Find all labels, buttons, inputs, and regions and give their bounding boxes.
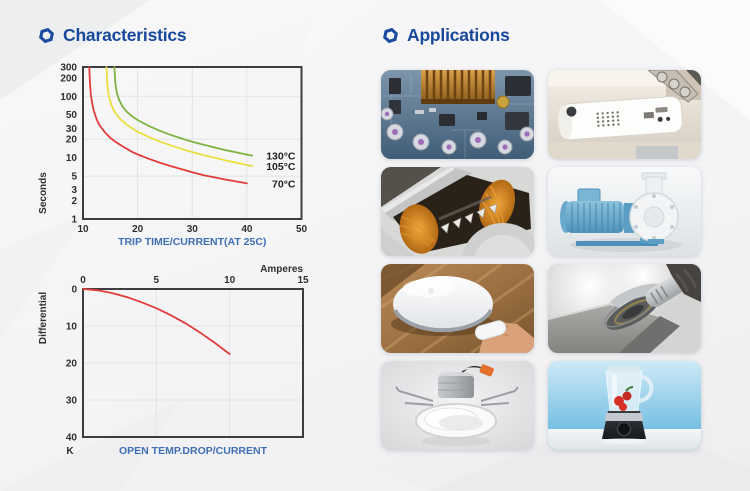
svg-text:10: 10	[77, 224, 89, 235]
svg-text:105°C: 105°C	[266, 161, 296, 173]
robot-cleaner-illustration	[381, 264, 534, 353]
svg-text:130°C: 130°C	[266, 151, 296, 163]
svg-text:40: 40	[66, 433, 78, 444]
angle-grinder-illustration	[548, 264, 701, 353]
app-photo-blender	[548, 361, 701, 450]
motor-winding-illustration	[381, 167, 534, 256]
applications-header: Applications	[382, 24, 510, 46]
water-pump-illustration	[548, 167, 701, 256]
svg-text:50: 50	[66, 110, 78, 121]
svg-text:30: 30	[187, 224, 199, 235]
svg-text:5: 5	[154, 275, 160, 286]
svg-text:300: 300	[60, 63, 77, 74]
projector-illustration	[548, 70, 701, 159]
svg-text:Seconds: Seconds	[38, 172, 49, 214]
svg-text:0: 0	[71, 285, 77, 296]
svg-text:15: 15	[297, 275, 309, 286]
svg-text:200: 200	[60, 73, 77, 84]
svg-text:1: 1	[71, 215, 77, 226]
temp-drop-chart: 0 5 10 15 0 10 20 30 40 Amperes K OPEN TEMP.DROP/CU…	[38, 264, 309, 457]
app-photo-circuit-board	[381, 70, 534, 159]
svg-text:Differential: Differential	[38, 292, 49, 344]
hexagon-nut-icon	[383, 27, 398, 43]
svg-text:50: 50	[296, 224, 308, 235]
applications-title: Applications	[407, 24, 510, 45]
hexagon-nut-icon	[39, 27, 54, 43]
svg-text:30: 30	[66, 124, 78, 135]
svg-text:TRIP TIME/CURRENT(AT 25C): TRIP TIME/CURRENT(AT 25C)	[118, 236, 266, 248]
characteristics-header: Characteristics	[38, 24, 187, 46]
app-photo-projector	[548, 70, 701, 159]
app-photo-motor-winding	[381, 167, 534, 256]
svg-text:10: 10	[66, 153, 78, 164]
blender-illustration	[548, 361, 701, 450]
characteristics-title: Characteristics	[63, 24, 187, 45]
svg-text:100: 100	[60, 92, 77, 103]
svg-text:10: 10	[66, 322, 78, 333]
svg-text:70°C: 70°C	[272, 178, 296, 190]
svg-text:20: 20	[66, 359, 78, 370]
app-photo-robot-cleaner	[381, 264, 534, 353]
svg-text:10: 10	[224, 275, 236, 286]
applications-grid	[381, 70, 701, 450]
svg-text:2: 2	[71, 196, 77, 207]
app-photo-led-downlight	[381, 361, 534, 450]
app-photo-angle-grinder	[548, 264, 701, 353]
svg-text:30: 30	[66, 396, 78, 407]
app-photo-water-pump	[548, 167, 701, 256]
svg-text:OPEN TEMP.DROP/CURRENT: OPEN TEMP.DROP/CURRENT	[119, 445, 268, 457]
svg-text:Amperes: Amperes	[260, 264, 303, 275]
led-downlight-illustration	[381, 361, 534, 450]
svg-text:K: K	[66, 446, 74, 457]
svg-text:40: 40	[241, 224, 253, 235]
circuit-board-illustration	[381, 70, 534, 159]
svg-text:5: 5	[71, 172, 77, 183]
svg-text:20: 20	[66, 135, 78, 146]
svg-text:3: 3	[71, 185, 77, 196]
svg-text:20: 20	[132, 224, 144, 235]
svg-text:0: 0	[80, 275, 86, 286]
